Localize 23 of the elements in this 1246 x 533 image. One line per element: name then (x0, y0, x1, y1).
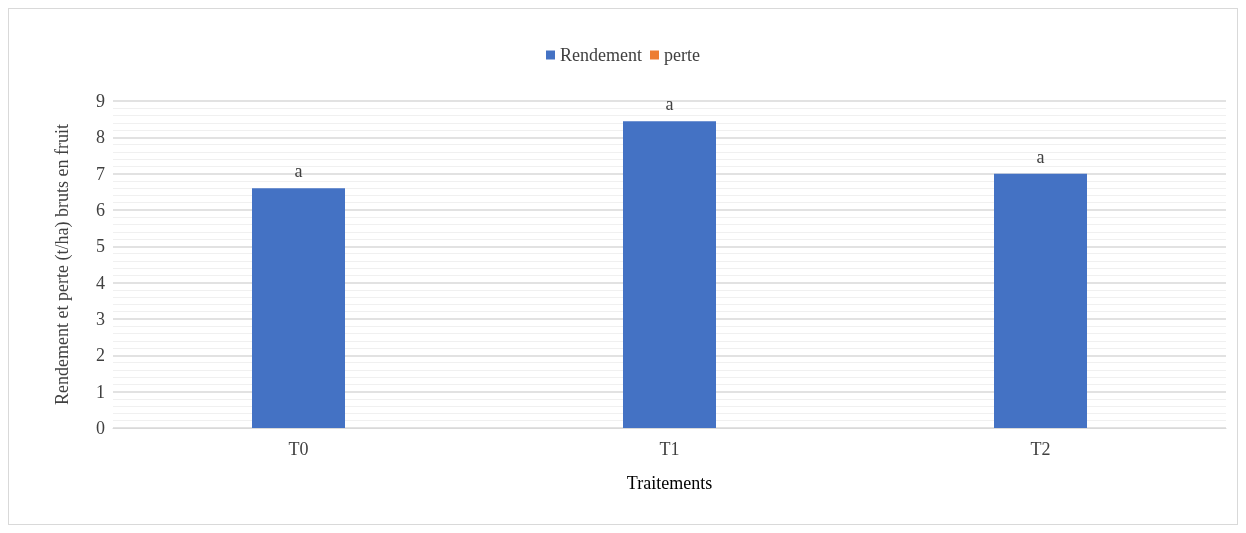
y-tick-label: 4 (96, 272, 105, 293)
annotation: a (1036, 146, 1045, 167)
x-tick-label: T0 (288, 439, 309, 459)
y-tick-label: 3 (96, 309, 105, 329)
y-tick-label: 8 (96, 127, 105, 148)
y-tick-label: 9 (96, 91, 105, 111)
y-tick-label: 2 (96, 345, 105, 366)
y-axis-title: Rendement et perte (t/ha) bruts en fruit (52, 124, 73, 405)
x-tick-label: T2 (1030, 439, 1051, 459)
legend-label: perte (664, 45, 700, 65)
x-tick-label: T1 (659, 439, 680, 459)
y-tick-label: 6 (96, 200, 105, 220)
bar (623, 121, 716, 428)
annotation: a (665, 94, 674, 115)
y-tick-label: 7 (96, 163, 105, 184)
y-tick-label: 1 (96, 381, 105, 402)
bar (252, 188, 345, 428)
bar (994, 173, 1087, 428)
y-tick-label: 0 (96, 418, 105, 438)
legend-label: Rendement (560, 45, 643, 65)
annotation: a (294, 161, 303, 182)
y-tick-label: 5 (96, 236, 105, 257)
x-axis-title: Traitements (626, 473, 713, 493)
